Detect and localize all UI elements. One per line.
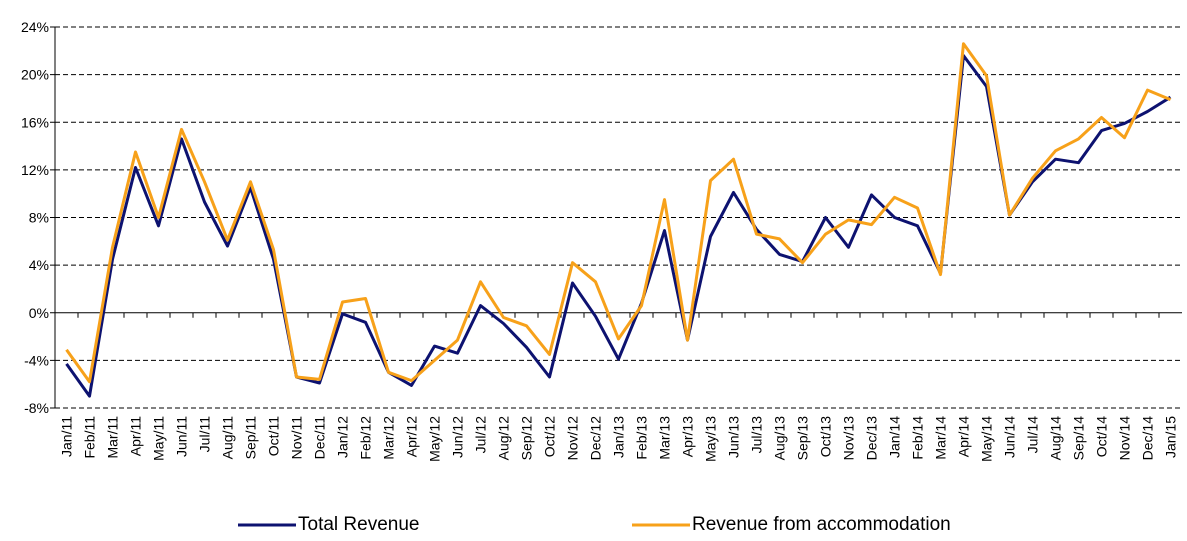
x-tick-label: Oct/12 [542, 416, 558, 457]
x-tick-label: Aug/13 [772, 416, 788, 461]
y-tick-label: -4% [24, 352, 49, 368]
x-tick-label: Oct/14 [1094, 416, 1110, 457]
x-tick-label: Feb/12 [358, 416, 374, 460]
y-tick-label: 16% [21, 114, 49, 130]
x-tick-label: Aug/14 [1048, 416, 1064, 461]
x-tick-label: Feb/14 [910, 416, 926, 460]
line-series [65, 54, 1172, 398]
x-tick-label: Jun/13 [726, 416, 742, 458]
x-tick-label: May/11 [151, 416, 167, 461]
y-tick-label: 24% [21, 19, 49, 35]
x-tick-label: May/13 [703, 416, 719, 462]
x-tick-label: Jul/13 [749, 416, 765, 454]
x-tick-label: Dec/11 [312, 416, 328, 460]
x-tick-label: Oct/11 [266, 416, 282, 456]
x-tick-label: Jan/12 [335, 416, 351, 458]
x-tick-label: Jul/14 [1025, 416, 1041, 454]
x-tick-label: Feb/11 [82, 416, 98, 459]
y-tick-label: 12% [21, 162, 49, 178]
x-tick-label: Jan/15 [1163, 416, 1179, 458]
y-tick-label: 0% [29, 305, 49, 321]
x-tick-label: Jun/11 [174, 416, 190, 457]
x-tick-label: Nov/12 [565, 416, 581, 461]
x-tick-label: Jul/12 [473, 416, 489, 454]
x-tick-label: Jul/11 [197, 416, 213, 453]
x-tick-label: Sep/12 [519, 416, 535, 461]
x-tick-label: Apr/12 [404, 416, 420, 457]
x-tick-label: Apr/14 [956, 416, 972, 457]
x-tick-label: May/14 [979, 416, 995, 462]
x-tick-label: Dec/12 [588, 416, 604, 461]
x-tick-label: Dec/13 [864, 416, 880, 461]
legend-label: Total Revenue [298, 514, 419, 535]
x-tick-label: Oct/13 [818, 416, 834, 457]
x-tick-label: May/12 [427, 416, 443, 462]
x-tick-label: Jan/14 [887, 416, 903, 458]
x-tick-label: Jan/13 [611, 416, 627, 458]
y-tick-label: -8% [24, 400, 49, 416]
x-tick-label: Sep/14 [1071, 416, 1087, 461]
x-tick-label: Feb/13 [634, 416, 650, 460]
x-tick-label: Mar/11 [105, 416, 121, 459]
x-tick-label: Aug/12 [496, 416, 512, 461]
x-tick-label: Jan/11 [59, 416, 75, 457]
x-tick-label: Mar/14 [933, 416, 949, 460]
x-tick-label: Sep/13 [795, 416, 811, 461]
x-tick-label: Aug/11 [220, 416, 236, 460]
x-tick-label: Nov/14 [1117, 416, 1133, 461]
line-series [65, 42, 1172, 384]
x-tick-label: Jun/12 [450, 416, 466, 458]
legend-label: Revenue from accommodation [692, 514, 951, 535]
x-tick-label: Nov/13 [841, 416, 857, 461]
y-tick-label: 4% [29, 257, 49, 273]
x-tick-label: Mar/13 [657, 416, 673, 460]
x-tick-label: Apr/13 [680, 416, 696, 457]
x-tick-label: Mar/12 [381, 416, 397, 460]
x-tick-label: Nov/11 [289, 416, 305, 460]
y-tick-label: 20% [21, 67, 49, 83]
x-tick-label: Dec/14 [1140, 416, 1156, 461]
y-tick-label: 8% [29, 210, 49, 226]
x-tick-label: Sep/11 [243, 416, 259, 460]
x-tick-label: Apr/11 [128, 416, 144, 456]
x-tick-label: Jun/14 [1002, 416, 1018, 458]
